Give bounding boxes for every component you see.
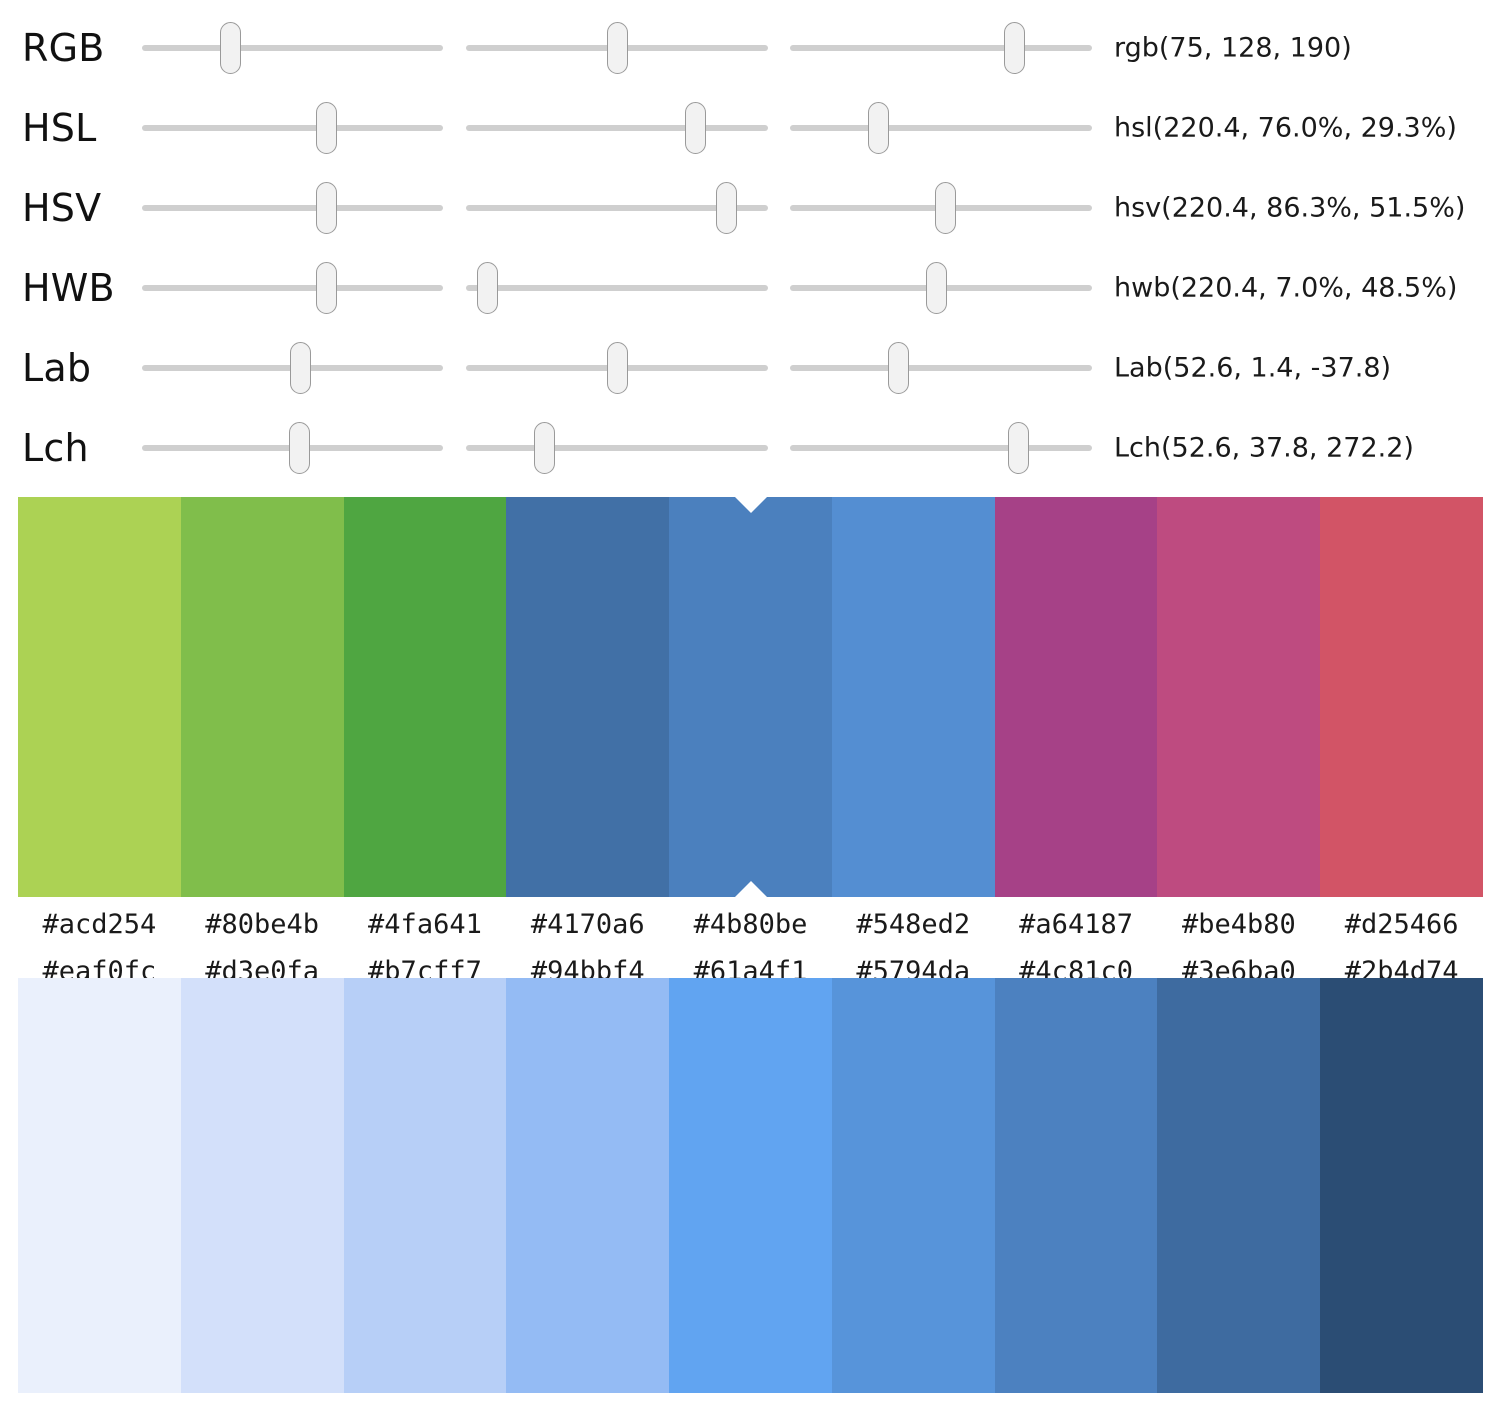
selected-swatch-marker-down-icon — [734, 497, 767, 513]
slider-thumb[interactable] — [476, 262, 498, 314]
lightness-variation-palette-strip — [18, 978, 1484, 1393]
slider-thumb[interactable] — [1007, 422, 1029, 474]
swatch-hex-label: #80be4b — [205, 909, 320, 940]
slider-hsl-hue[interactable] — [142, 102, 443, 154]
color-swatch[interactable] — [1320, 978, 1484, 1393]
slider-thumb[interactable] — [867, 102, 889, 154]
slider-row-label: Lch — [22, 426, 89, 470]
color-swatch[interactable] — [506, 978, 670, 1393]
color-swatch[interactable] — [994, 497, 1158, 897]
slider-row-label: HSV — [22, 186, 102, 230]
slider-row-value: Lch(52.6, 37.8, 272.2) — [1114, 432, 1414, 464]
slider-thumb[interactable] — [925, 262, 947, 314]
slider-thumb[interactable] — [289, 342, 311, 394]
slider-row-value: Lab(52.6, 1.4, -37.8) — [1114, 352, 1392, 384]
color-swatch[interactable] — [180, 978, 344, 1393]
slider-track[interactable] — [142, 125, 443, 131]
hue-variation-hex-labels: #acd254 #80be4b #4fa641 #4170a6 #4b80be #548e… — [18, 903, 1483, 947]
color-swatch[interactable] — [669, 978, 832, 1393]
slider-track[interactable] — [142, 205, 443, 211]
slider-lab-b[interactable] — [790, 342, 1092, 394]
color-swatch[interactable] — [831, 497, 995, 897]
slider-track[interactable] — [790, 125, 1092, 131]
color-swatch[interactable] — [343, 497, 507, 897]
slider-thumb[interactable] — [219, 22, 241, 74]
hue-variation-palette-strip — [18, 497, 1484, 897]
slider-row-value: hwb(220.4, 7.0%, 48.5%) — [1114, 272, 1458, 304]
color-swatch[interactable] — [1157, 978, 1321, 1393]
slider-hwb-hue[interactable] — [142, 262, 443, 314]
slider-track[interactable] — [790, 445, 1092, 451]
slider-row-lab: Lab Lab(52.6, 1.4, -37.8) — [0, 328, 1501, 408]
color-swatch[interactable] — [343, 978, 507, 1393]
selected-swatch-marker-up-icon — [734, 881, 767, 897]
color-swatch[interactable] — [994, 978, 1158, 1393]
slider-row-value: rgb(75, 128, 190) — [1114, 32, 1352, 64]
slider-row-label: HSL — [22, 106, 97, 150]
slider-thumb[interactable] — [935, 182, 957, 234]
slider-thumb[interactable] — [1004, 22, 1026, 74]
slider-row-lch: Lch Lch(52.6, 37.8, 272.2) — [0, 408, 1501, 488]
slider-thumb[interactable] — [607, 342, 629, 394]
slider-thumb[interactable] — [315, 262, 337, 314]
swatch-hex-label: #4b80be — [693, 909, 808, 940]
color-model-slider-panel: RGB rgb(75, 128, 190) HSL hsl(220.4, 76.0%,… — [0, 0, 1501, 490]
slider-rgb-green[interactable] — [466, 22, 768, 74]
slider-row-value: hsv(220.4, 86.3%, 51.5%) — [1114, 192, 1466, 224]
swatch-hex-label: #4170a6 — [530, 909, 645, 940]
color-swatch[interactable] — [506, 497, 670, 897]
slider-row-hwb: HWB hwb(220.4, 7.0%, 48.5%) — [0, 248, 1501, 328]
slider-lch-hue[interactable] — [790, 422, 1092, 474]
swatch-hex-label: #be4b80 — [1181, 909, 1296, 940]
slider-track[interactable] — [466, 445, 768, 451]
slider-track[interactable] — [466, 205, 768, 211]
color-swatch[interactable] — [831, 978, 995, 1393]
slider-row-value: hsl(220.4, 76.0%, 29.3%) — [1114, 112, 1457, 144]
slider-track[interactable] — [790, 45, 1092, 51]
slider-track[interactable] — [142, 45, 443, 51]
slider-lab-lightness[interactable] — [142, 342, 443, 394]
color-swatch[interactable] — [180, 497, 344, 897]
slider-thumb[interactable] — [716, 182, 738, 234]
slider-row-hsl: HSL hsl(220.4, 76.0%, 29.3%) — [0, 88, 1501, 168]
slider-hsl-saturation[interactable] — [466, 102, 768, 154]
slider-hwb-blackness[interactable] — [790, 262, 1092, 314]
color-swatch[interactable] — [18, 497, 181, 897]
swatch-hex-label: #a64187 — [1019, 909, 1133, 940]
color-swatch[interactable] — [669, 497, 832, 897]
slider-lab-a[interactable] — [466, 342, 768, 394]
slider-rgb-blue[interactable] — [790, 22, 1092, 74]
slider-lch-chroma[interactable] — [466, 422, 768, 474]
swatch-hex-label: #4fa641 — [368, 909, 482, 940]
slider-thumb[interactable] — [315, 182, 337, 234]
slider-thumb[interactable] — [685, 102, 707, 154]
slider-thumb[interactable] — [289, 422, 311, 474]
slider-hsv-value[interactable] — [790, 182, 1092, 234]
slider-hsv-saturation[interactable] — [466, 182, 768, 234]
swatch-hex-label: #d25466 — [1344, 909, 1459, 940]
slider-lch-lightness[interactable] — [142, 422, 443, 474]
color-swatch[interactable] — [1320, 497, 1484, 897]
slider-row-label: Lab — [22, 346, 92, 390]
slider-hsv-hue[interactable] — [142, 182, 443, 234]
slider-row-label: HWB — [22, 266, 115, 310]
slider-thumb[interactable] — [887, 342, 909, 394]
slider-track[interactable] — [790, 365, 1092, 371]
slider-row-hsv: HSV hsv(220.4, 86.3%, 51.5%) — [0, 168, 1501, 248]
color-swatch[interactable] — [18, 978, 181, 1393]
color-swatch[interactable] — [1157, 497, 1321, 897]
swatch-hex-label: #acd254 — [42, 909, 157, 940]
slider-thumb[interactable] — [607, 22, 629, 74]
slider-track[interactable] — [466, 285, 768, 291]
slider-track[interactable] — [466, 125, 768, 131]
slider-thumb[interactable] — [534, 422, 556, 474]
slider-track[interactable] — [142, 285, 443, 291]
slider-hsl-lightness[interactable] — [790, 102, 1092, 154]
slider-thumb[interactable] — [315, 102, 337, 154]
slider-row-label: RGB — [22, 26, 105, 70]
swatch-hex-label: #548ed2 — [856, 909, 971, 940]
slider-rgb-red[interactable] — [142, 22, 443, 74]
slider-hwb-whiteness[interactable] — [466, 262, 768, 314]
slider-row-rgb: RGB rgb(75, 128, 190) — [0, 8, 1501, 88]
